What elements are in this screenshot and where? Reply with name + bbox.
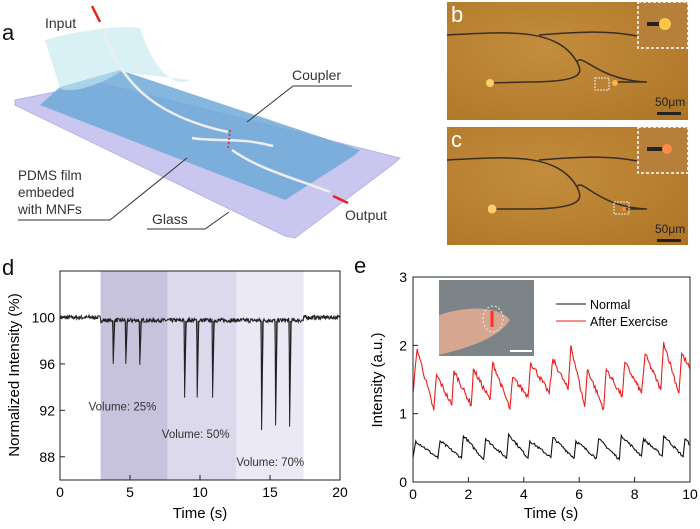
region-label-3: Volume: 70% [236,457,304,469]
y-tick-label: 3 [399,269,407,285]
panel-a-schematic: a Input Coupler PDMS film embeded with M… [2,5,402,239]
label-glass: Glass [152,211,188,227]
x-tick-label: 10 [682,486,698,502]
x-axis-label: Time (s) [173,505,227,522]
glass-leader [147,211,230,230]
x-tick-label: 5 [126,484,134,500]
y-tick-label: 2 [399,337,407,353]
pdms-leader [18,157,188,221]
legend-label-after-exercise: After Exercise [590,315,668,329]
panel-b-scale-label: 50μm [655,95,686,109]
panel-c-scale-bar [657,239,681,242]
x-tick-label: 2 [465,486,473,502]
plot-frame [59,270,341,481]
panel-c-micrograph: c 50μm [447,127,688,245]
y-tick-label: 1 [399,406,407,422]
label-pdms-2: embeded [18,185,74,200]
panel-a-letter: a [2,20,15,45]
x-tick-label: 0 [409,486,417,502]
label-pdms-3: with MNFs [17,202,82,217]
panel-c-scale-label: 50μm [655,222,686,236]
pdms-film [40,70,360,200]
y-axis-label: Normalized Intensity (%) [6,293,23,456]
x-tick-label: 4 [520,486,528,502]
legend-label-normal: Normal [590,298,630,312]
x-tick-label: 10 [192,484,208,500]
label-output: Output [345,207,387,223]
x-tick-label: 15 [262,484,278,500]
panel-b-scale-bar [657,112,681,115]
legend: Normal After Exercise [556,298,668,329]
x-tick-label: 20 [332,484,348,500]
label-pdms-1: PDMS film [18,168,82,183]
pdms-film-peeled [45,27,190,91]
coupler-leader [246,85,352,123]
output-arrow-icon [332,194,349,205]
micro-nanofiber [100,27,331,194]
chart-e: e 0 2 4 6 8 10 0 1 2 3 Normal After Exercise Time… [354,255,698,522]
x-tick-label: 0 [56,484,64,500]
panel-b-letter: b [451,2,464,27]
region-label-1: Volume: 25% [89,401,157,413]
y-axis-label: Intensity (a.u.) [369,332,386,427]
y-tick-label: 0 [399,474,407,490]
y-tick-label: 100 [32,309,56,325]
label-input: Input [45,15,76,31]
coupler-light [227,129,231,151]
x-tick-label: 6 [575,486,583,502]
input-arrow-icon [90,5,102,23]
panel-e-letter: e [354,255,366,278]
panel-d-letter: d [2,255,14,280]
series-line-normal [412,432,691,462]
volume-region-3 [236,271,304,480]
y-tick-label: 88 [39,449,55,465]
volume-region-1 [100,271,168,480]
series-line-intensity [59,313,341,431]
x-axis-label: Time (s) [524,505,578,522]
inset-photo [439,280,534,356]
y-tick-label: 96 [39,356,55,372]
chart-d: d 0 5 10 15 20 88 92 96 100 Volume: 25% Volume: 5… [2,255,348,522]
x-tick-label: 8 [631,486,639,502]
plot-frame [412,276,691,483]
region-label-2: Volume: 50% [162,429,230,441]
panel-c-letter: c [451,127,462,152]
label-coupler: Coupler [292,67,341,83]
series-line-after-exercise [412,341,691,411]
volume-region-2 [167,271,237,480]
panel-b-micrograph: b 50μm [447,2,688,120]
y-tick-label: 92 [39,402,55,418]
